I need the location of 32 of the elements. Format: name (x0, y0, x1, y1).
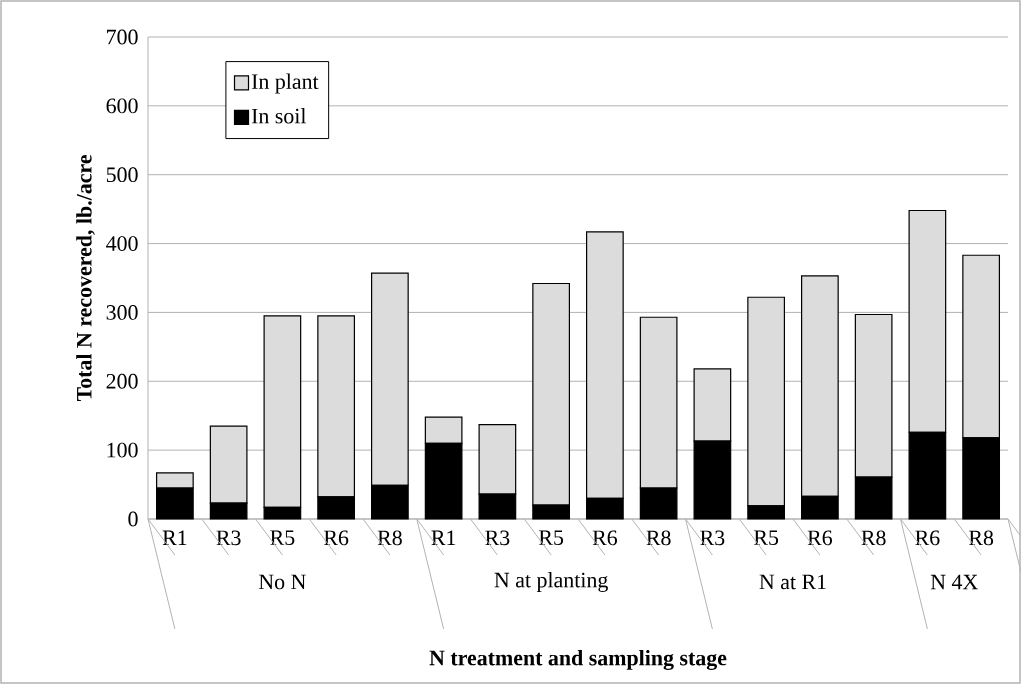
y-tick-label: 400 (106, 236, 138, 251)
y-tick-label: 0 (128, 511, 138, 527)
x-tick-label: R6 (915, 530, 940, 546)
x-tick-label: R3 (700, 530, 725, 546)
x-tick-label: R5 (538, 530, 564, 546)
x-tick-label: R1 (431, 530, 456, 545)
y-tick-label: 300 (106, 305, 138, 320)
x-axis-title: N treatment and sampling stage (429, 649, 727, 671)
x-tick-label: R5 (753, 530, 779, 546)
text: N at planting (494, 572, 608, 592)
legend-label: In plant (251, 73, 319, 94)
text: No N (258, 574, 306, 590)
x-tick-label: R8 (968, 530, 994, 546)
legend-label: In soil (251, 108, 307, 124)
x-tick-label: R8 (377, 530, 402, 546)
text: N 4X (930, 574, 978, 590)
x-tick-label: R6 (592, 530, 618, 546)
x-tick-label: R6 (807, 530, 833, 546)
x-tick-label: R8 (646, 530, 671, 546)
y-tick-label: 500 (106, 167, 138, 183)
x-tick-label: R3 (216, 530, 241, 546)
y-tick-label: 200 (106, 373, 138, 389)
x-tick-label: R3 (485, 530, 510, 546)
x-tick-label: R6 (323, 530, 349, 546)
y-tick-label: 100 (107, 442, 138, 458)
x-tick-label: R1 (162, 530, 187, 545)
y-axis-title: Total N recovered, lb./acre (76, 155, 95, 402)
text: N at R1 (759, 574, 826, 590)
y-tick-label: 600 (106, 98, 138, 114)
x-tick-label: R8 (861, 530, 886, 546)
x-tick-label: R5 (270, 530, 295, 546)
y-tick-label: 700 (107, 29, 138, 45)
